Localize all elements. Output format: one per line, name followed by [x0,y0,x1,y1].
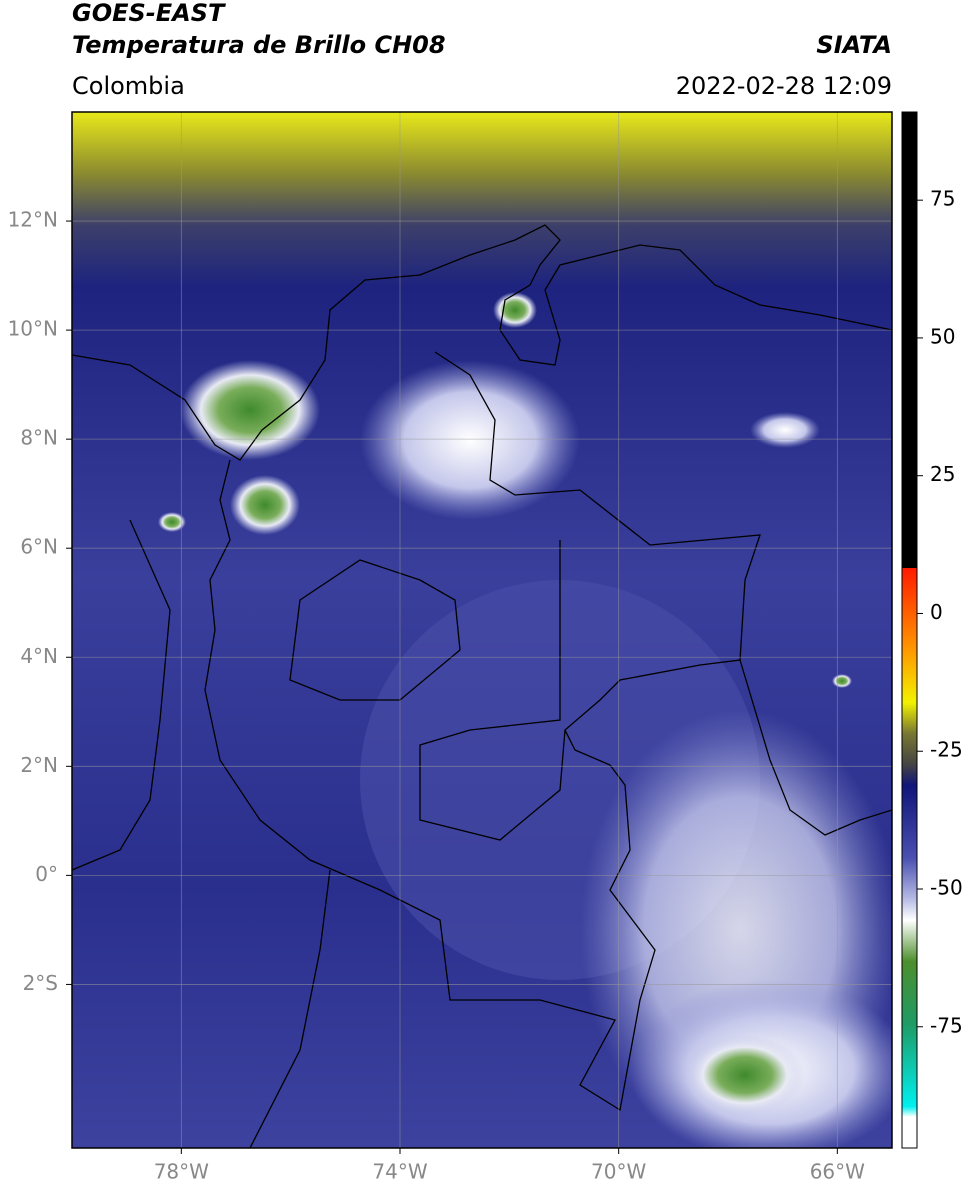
y-tick-label: 0° [35,862,58,886]
colorbar-tick-label: 50 [930,324,955,348]
x-tick-label: 70°W [591,1160,646,1184]
y-tick-label: 2°S [23,971,58,995]
datetime: 2022-02-28 12:09 [676,72,892,100]
y-tick-label: 12°N [8,208,58,232]
colorbar-tick-label: -75 [930,1013,963,1037]
colorbar-tick-label: -25 [930,738,963,762]
region: Colombia [72,72,185,100]
title: GOES-EAST [72,0,226,27]
colorbar-tick-label: -50 [930,876,963,900]
grid [72,112,892,1148]
map-frame [71,111,893,1149]
subtitle: Temperatura de Brillo CH08 [72,31,446,59]
y-tick-label: 8°N [20,426,58,450]
y-tick-label: 4°N [20,644,58,668]
colorbar-tick-label: 75 [930,187,955,211]
satellite-image [72,112,892,1148]
x-tick-label: 78°W [154,1160,209,1184]
x-tick-label: 66°W [810,1160,865,1184]
y-tick-label: 6°N [20,535,58,559]
colorbar [901,111,918,1149]
colorbar-tick-label: 25 [930,462,955,486]
source: SIATA [816,31,892,59]
colorbar-tick-label: 0 [930,600,943,624]
y-tick-label: 2°N [20,753,58,777]
y-tick-label: 10°N [8,317,58,341]
x-tick-label: 74°W [372,1160,427,1184]
